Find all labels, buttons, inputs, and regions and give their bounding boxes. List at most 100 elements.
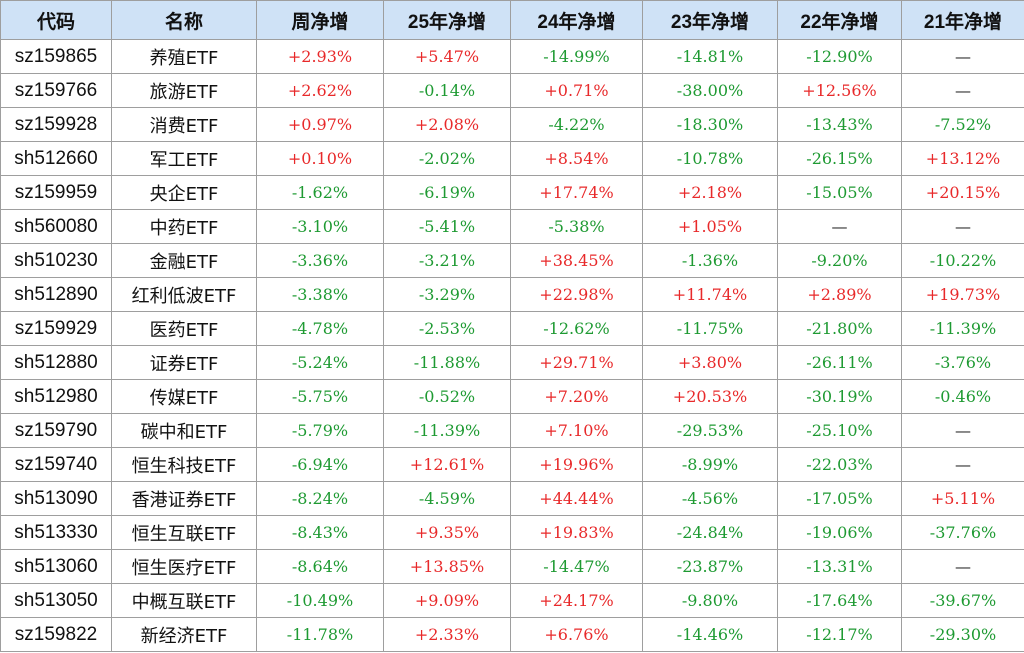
cell-2024-change[interactable]: -14.47% [510,549,643,584]
cell-2025-change[interactable]: +9.35% [383,515,511,550]
cell-2021-change[interactable]: — [901,413,1024,448]
cell-2025-change[interactable]: -0.14% [383,73,511,108]
cell-name[interactable]: 军工ETF [111,141,257,176]
cell-2021-change[interactable]: -10.22% [901,243,1024,278]
cell-code[interactable]: sh510230 [0,243,112,278]
table-row[interactable]: sz159928 消费ETF +0.97% +2.08% -4.22% -18.30% -1… [0,107,1024,142]
header-code[interactable]: 代码 [0,0,112,40]
cell-2021-change[interactable]: -3.76% [901,345,1024,380]
cell-2022-change[interactable]: -25.10% [777,413,902,448]
cell-2024-change[interactable]: -14.99% [510,39,643,74]
cell-2023-change[interactable]: +3.80% [642,345,778,380]
header-name[interactable]: 名称 [111,0,257,40]
cell-2022-change[interactable]: -9.20% [777,243,902,278]
cell-2025-change[interactable]: -11.88% [383,345,511,380]
cell-2025-change[interactable]: +2.33% [383,617,511,652]
cell-week-change[interactable]: +0.97% [256,107,384,142]
cell-2024-change[interactable]: +44.44% [510,481,643,516]
cell-2023-change[interactable]: -24.84% [642,515,778,550]
cell-week-change[interactable]: -1.62% [256,175,384,210]
cell-2025-change[interactable]: -5.41% [383,209,511,244]
cell-2022-change[interactable]: -17.64% [777,583,902,618]
header-2021-change[interactable]: 21年净增 [901,0,1024,40]
cell-2024-change[interactable]: +29.71% [510,345,643,380]
cell-2022-change[interactable]: -22.03% [777,447,902,482]
cell-code[interactable]: sh513060 [0,549,112,584]
cell-week-change[interactable]: -3.36% [256,243,384,278]
table-row[interactable]: sh510230 金融ETF -3.36% -3.21% +38.45% -1.36% -9… [0,243,1024,278]
cell-code[interactable]: sz159790 [0,413,112,448]
cell-2021-change[interactable]: — [901,549,1024,584]
cell-name[interactable]: 香港证券ETF [111,481,257,516]
cell-2023-change[interactable]: -1.36% [642,243,778,278]
cell-name[interactable]: 红利低波ETF [111,277,257,312]
cell-2025-change[interactable]: -2.53% [383,311,511,346]
cell-2023-change[interactable]: -29.53% [642,413,778,448]
table-row[interactable]: sh560080 中药ETF -3.10% -5.41% -5.38% +1.05% — — [0,209,1024,244]
cell-2022-change[interactable]: -26.15% [777,141,902,176]
cell-2024-change[interactable]: +38.45% [510,243,643,278]
cell-2023-change[interactable]: +1.05% [642,209,778,244]
header-2024-change[interactable]: 24年净增 [510,0,643,40]
cell-2023-change[interactable]: -8.99% [642,447,778,482]
cell-2022-change[interactable]: -30.19% [777,379,902,414]
cell-code[interactable]: sz159959 [0,175,112,210]
cell-code[interactable]: sz159740 [0,447,112,482]
cell-2022-change[interactable]: -17.05% [777,481,902,516]
table-row[interactable]: sz159740 恒生科技ETF -6.94% +12.61% +19.96% -8.99… [0,447,1024,482]
cell-2024-change[interactable]: +7.20% [510,379,643,414]
table-row[interactable]: sh512880 证券ETF -5.24% -11.88% +29.71% +3.80% -… [0,345,1024,380]
cell-2024-change[interactable]: +19.83% [510,515,643,550]
cell-2025-change[interactable]: -6.19% [383,175,511,210]
table-row[interactable]: sh512980 传媒ETF -5.75% -0.52% +7.20% +20.53% -3… [0,379,1024,414]
cell-2025-change[interactable]: -4.59% [383,481,511,516]
cell-2021-change[interactable]: — [901,39,1024,74]
cell-week-change[interactable]: +0.10% [256,141,384,176]
cell-name[interactable]: 中药ETF [111,209,257,244]
header-2022-change[interactable]: 22年净增 [777,0,902,40]
cell-2022-change[interactable]: -12.17% [777,617,902,652]
cell-2025-change[interactable]: -3.29% [383,277,511,312]
cell-2021-change[interactable]: -29.30% [901,617,1024,652]
cell-2022-change[interactable]: -19.06% [777,515,902,550]
cell-2024-change[interactable]: +19.96% [510,447,643,482]
cell-2024-change[interactable]: +7.10% [510,413,643,448]
cell-name[interactable]: 央企ETF [111,175,257,210]
cell-2021-change[interactable]: -37.76% [901,515,1024,550]
cell-2023-change[interactable]: +11.74% [642,277,778,312]
cell-2021-change[interactable]: -11.39% [901,311,1024,346]
cell-code[interactable]: sh512890 [0,277,112,312]
cell-2023-change[interactable]: -9.80% [642,583,778,618]
cell-code[interactable]: sh512980 [0,379,112,414]
cell-code[interactable]: sh513050 [0,583,112,618]
cell-2025-change[interactable]: +12.61% [383,447,511,482]
cell-name[interactable]: 证券ETF [111,345,257,380]
cell-name[interactable]: 恒生互联ETF [111,515,257,550]
cell-code[interactable]: sz159865 [0,39,112,74]
table-row[interactable]: sz159766 旅游ETF +2.62% -0.14% +0.71% -38.00% +1… [0,73,1024,108]
cell-name[interactable]: 恒生医疗ETF [111,549,257,584]
cell-week-change[interactable]: -5.79% [256,413,384,448]
cell-2022-change[interactable]: -26.11% [777,345,902,380]
cell-name[interactable]: 消费ETF [111,107,257,142]
table-row[interactable]: sh513060 恒生医疗ETF -8.64% +13.85% -14.47% -23.8… [0,549,1024,584]
cell-2021-change[interactable]: — [901,447,1024,482]
cell-2023-change[interactable]: -23.87% [642,549,778,584]
cell-2022-change[interactable]: -13.31% [777,549,902,584]
cell-2024-change[interactable]: -5.38% [510,209,643,244]
cell-2021-change[interactable]: +13.12% [901,141,1024,176]
cell-week-change[interactable]: -5.75% [256,379,384,414]
cell-2024-change[interactable]: +8.54% [510,141,643,176]
cell-2025-change[interactable]: -2.02% [383,141,511,176]
cell-2021-change[interactable]: -0.46% [901,379,1024,414]
cell-code[interactable]: sz159822 [0,617,112,652]
cell-week-change[interactable]: -3.38% [256,277,384,312]
cell-name[interactable]: 碳中和ETF [111,413,257,448]
cell-week-change[interactable]: +2.93% [256,39,384,74]
cell-code[interactable]: sh513090 [0,481,112,516]
cell-2022-change[interactable]: -13.43% [777,107,902,142]
cell-name[interactable]: 新经济ETF [111,617,257,652]
cell-name[interactable]: 医药ETF [111,311,257,346]
cell-name[interactable]: 金融ETF [111,243,257,278]
cell-2024-change[interactable]: -12.62% [510,311,643,346]
